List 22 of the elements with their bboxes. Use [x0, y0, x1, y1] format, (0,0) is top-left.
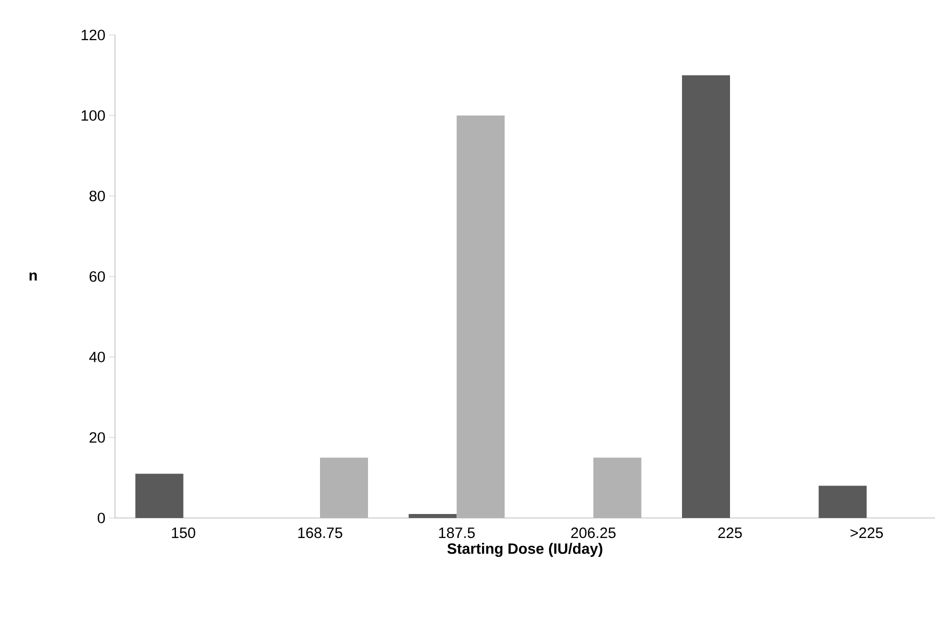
- bar: [408, 514, 457, 518]
- bar: [456, 115, 505, 518]
- bar: [593, 458, 642, 518]
- y-axis-title: n: [30, 272, 37, 281]
- bar: [135, 474, 184, 518]
- x-tick-label: 206.25: [571, 528, 616, 538]
- y-tick-label: 20: [90, 432, 105, 443]
- x-tick-label: 150: [172, 528, 196, 538]
- x-axis-title: Starting Dose (IU/day): [447, 542, 602, 557]
- x-tick-label: >225: [850, 528, 883, 538]
- y-tick-label: 40: [89, 352, 105, 362]
- bar: [320, 458, 368, 518]
- bar: [818, 486, 867, 518]
- x-tick-label: 168.75: [298, 528, 342, 538]
- y-tick-label: 60: [90, 271, 105, 282]
- x-tick-label: 187.5: [439, 528, 475, 538]
- x-tick-label: 225: [718, 528, 742, 538]
- y-tick-label: 80: [90, 190, 105, 202]
- y-tick-label: 100: [82, 110, 105, 121]
- bar: [682, 75, 730, 518]
- y-tick-label: 120: [82, 30, 105, 40]
- y-tick-label: 0: [98, 512, 105, 524]
